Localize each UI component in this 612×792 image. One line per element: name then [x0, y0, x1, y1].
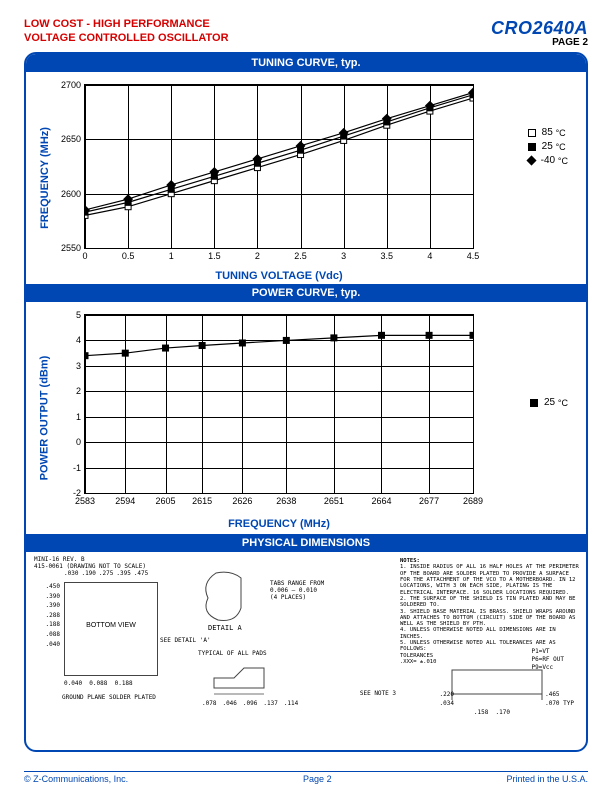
pkg-left-dims: .450 .390 .390 .288 .188 .088 .040 — [30, 582, 60, 649]
legend-unit: °C — [558, 156, 568, 166]
header: LOW COST - HIGH PERFORMANCE VOLTAGE CONT… — [24, 18, 588, 48]
footer: © Z-Communications, Inc. Page 2 Printed … — [24, 771, 588, 784]
legend-label: -40 — [541, 155, 555, 166]
legend-label: 85 — [542, 127, 553, 138]
power-plot-area: 2583259426052615262626382651266426772689… — [84, 314, 474, 494]
legend-unit: °C — [556, 142, 566, 152]
legend-unit: °C — [556, 128, 566, 138]
title-line-1: LOW COST - HIGH PERFORMANCE — [24, 18, 229, 32]
note-line: 1. INSIDE RADIUS OF ALL 16 HALF HOLES AT… — [400, 564, 580, 596]
legend-item: 25 °C — [528, 141, 568, 152]
tabs-note: 0.006 – 0.010 — [270, 587, 324, 594]
power-legend: 25 °C — [530, 397, 568, 411]
note-line: .XXX= ±.010 — [400, 659, 580, 665]
dimensions-area: MINI-16 REV. B 415-0061 (DRAWING NOT TO … — [26, 552, 586, 722]
title-line-2: VOLTAGE CONTROLLED OSCILLATOR — [24, 32, 229, 46]
legend-label: 25 — [544, 397, 555, 408]
header-title: LOW COST - HIGH PERFORMANCE VOLTAGE CONT… — [24, 18, 229, 46]
tuning-plot-area: 00.511.522.533.544.52550260026502700 — [84, 84, 474, 249]
content-frame: TUNING CURVE, typ. FREQUENCY (MHz) 00.51… — [24, 52, 588, 752]
tuning-chart: FREQUENCY (MHz) 00.511.522.533.544.52550… — [26, 72, 586, 284]
footer-left: © Z-Communications, Inc. — [24, 774, 128, 784]
see-note: SEE NOTE 3 — [360, 690, 396, 697]
tuning-title: TUNING CURVE, typ. — [26, 54, 586, 72]
footer-center: Page 2 — [303, 774, 332, 784]
diamond-icon — [526, 156, 536, 166]
power-y-label: POWER OUTPUT (dBm) — [38, 356, 50, 481]
bottom-view-sketch: BOTTOM VIEW — [64, 582, 158, 676]
legend-unit: °C — [558, 398, 568, 408]
note-line: 2. THE SURFACE OF THE SHIELD IS TIN PLAT… — [400, 596, 580, 609]
legend-item: -40 °C — [528, 155, 568, 166]
power-chart: POWER OUTPUT (dBm) 258325942605261526262… — [26, 302, 586, 534]
legend-item: 85 °C — [528, 127, 568, 138]
power-title: POWER CURVE, typ. — [26, 284, 586, 302]
square-filled-icon — [530, 399, 538, 407]
part-number: CRO2640A — [491, 18, 588, 39]
power-x-label: FREQUENCY (MHz) — [84, 518, 474, 530]
scale-note: (DRAWING NOT TO SCALE) — [67, 563, 146, 570]
dwg-label: 415-0061 — [34, 563, 63, 570]
detail-a-label: DETAIL A — [208, 624, 242, 632]
bottom-view-label: BOTTOM VIEW — [65, 622, 157, 629]
ground-note: GROUND PLANE SOLDER PLATED — [62, 694, 156, 701]
see-detail: SEE DETAIL 'A' — [160, 637, 211, 644]
tabs-note: TABS RANGE FROM — [270, 580, 324, 587]
square-open-icon — [528, 129, 536, 137]
dimensions-title: PHYSICAL DIMENSIONS — [26, 534, 586, 552]
square-filled-icon — [528, 143, 536, 151]
tuning-legend: 85 °C 25 °C -40 °C — [528, 127, 568, 169]
note-line: 3. SHIELD BASE MATERIAL IS BRASS. SHIELD… — [400, 609, 580, 628]
tuning-y-label: FREQUENCY (MHz) — [39, 127, 51, 229]
footer-right: Printed in the U.S.A. — [506, 774, 588, 784]
mini-label: MINI-16 REV. B — [34, 556, 85, 563]
detail-a-sketch — [196, 568, 266, 628]
pads-note: TYPICAL OF ALL PADS — [198, 650, 267, 657]
header-right: CRO2640A PAGE 2 — [491, 18, 588, 48]
tuning-x-label: TUNING VOLTAGE (Vdc) — [84, 270, 474, 282]
legend-item: 25 °C — [530, 397, 568, 408]
note-line: 4. UNLESS OTHERWISE NOTED ALL DIMENSIONS… — [400, 627, 580, 640]
notes-block: NOTES: 1. INSIDE RADIUS OF ALL 16 HALF H… — [400, 558, 580, 665]
tabs-note: (4 PLACES) — [270, 594, 324, 601]
legend-label: 25 — [542, 141, 553, 152]
note-line: 5. UNLESS OTHERWISE NOTED ALL TOLERANCES… — [400, 640, 580, 653]
pkg-top-dims: .030 .190 .275 .395 .475 — [64, 570, 184, 577]
pkg-bottom-dims: 0.040 0.088 0.188 — [64, 680, 174, 687]
